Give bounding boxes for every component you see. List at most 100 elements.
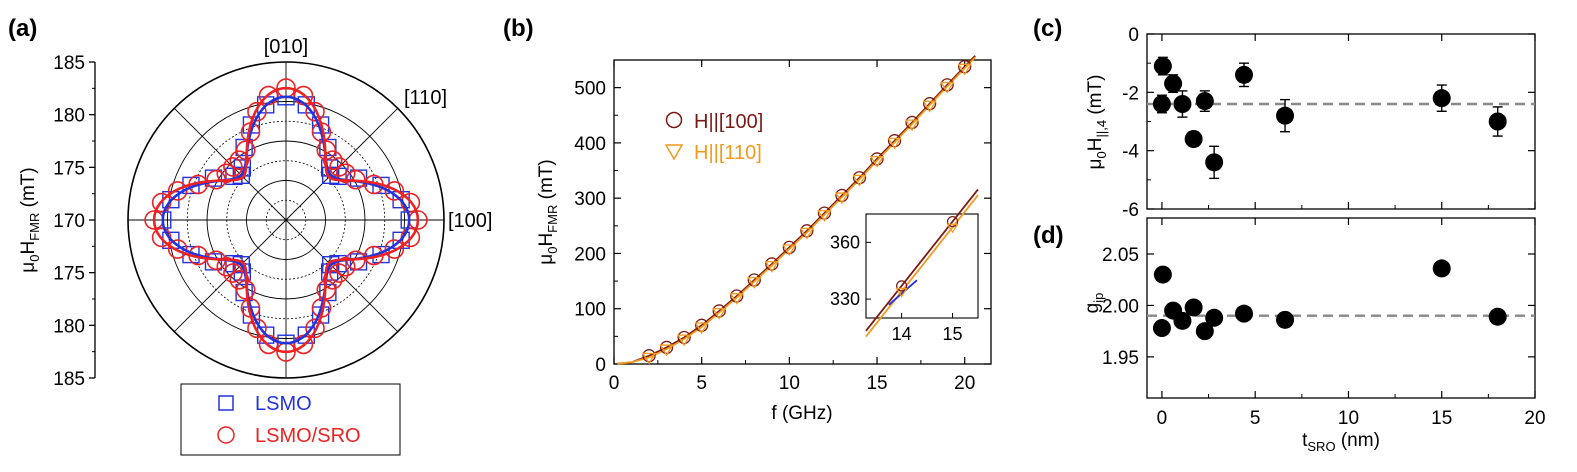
xlabel-d: tSRO (nm) (1302, 430, 1380, 454)
panel-label-c: (c) (1033, 15, 1062, 42)
lsmo-sro-point (329, 157, 349, 177)
ylabel-b: μ0HFMR (mT) (536, 159, 560, 264)
data-points-b (641, 59, 972, 365)
inset-line-h100 (865, 188, 979, 332)
polar-ylabel-h: H (18, 241, 39, 255)
polar-ylabel-sub0: 0 (27, 255, 42, 262)
legend-box (180, 383, 401, 456)
lsmo-sro-point (322, 269, 343, 290)
point-h100 (765, 257, 779, 271)
ylabel-c-sub: ||,4 (1094, 120, 1109, 138)
legend-label-h110: H||[110] (694, 142, 762, 164)
point-h100 (852, 171, 867, 185)
x-tick-label-b: 5 (696, 373, 707, 394)
data-point (1153, 57, 1172, 76)
data-point (1173, 311, 1192, 330)
polar-axis-tick-label: 175 (53, 158, 85, 179)
lsmo-sro-point (384, 181, 405, 201)
point-h110 (869, 155, 885, 168)
data-point (1184, 298, 1203, 317)
y-tick-label-b: 200 (574, 244, 606, 265)
direction-label-110: [110] (404, 87, 447, 109)
legend-marker-lsmo-sro (217, 426, 235, 444)
y-tick-label-b: 400 (574, 134, 606, 155)
lsmo-sro-point (167, 181, 188, 201)
lsmo-sro-point (229, 150, 250, 171)
polar-axis-tick-label: 180 (53, 106, 85, 127)
inset-point-h110 (946, 223, 959, 234)
x-tick-label-b: 20 (954, 373, 975, 394)
inset-line-h110 (865, 194, 979, 338)
data-point (1488, 112, 1507, 131)
lsmo-sro-point (223, 157, 243, 177)
data-point (1195, 92, 1214, 111)
lsmo-sro-point (247, 101, 267, 122)
point-h110 (712, 307, 727, 320)
x-tick-label: 10 (1338, 408, 1359, 429)
plot-frame-b (613, 59, 992, 365)
point-h110 (747, 276, 762, 289)
point-h110 (922, 100, 937, 113)
data-points-d (1147, 259, 1535, 341)
y-tick-label-b: 500 (574, 79, 606, 100)
point-h110 (834, 192, 850, 205)
point-h100 (940, 78, 954, 92)
fit-curves-b (617, 55, 976, 365)
xlabel-b: f (GHz) (771, 403, 832, 424)
lsmo-sro-point (247, 318, 267, 339)
polar-axis-tick-label: 185 (53, 53, 85, 74)
lsmo-sro-point (335, 163, 356, 184)
fit-curve-h100 (617, 55, 976, 365)
polar-axis-tick-label: 175 (53, 264, 85, 285)
polar-spoke (285, 219, 399, 333)
lsmo-sro-point (216, 163, 237, 184)
y-tick-label-b: 100 (574, 300, 606, 321)
point-h100 (659, 340, 674, 355)
point-h110 (799, 227, 815, 240)
point-h110 (940, 81, 955, 94)
point-h110 (676, 334, 692, 347)
lsmo-sro-point (167, 239, 188, 259)
point-h100 (677, 330, 691, 345)
legend-marker-h100 (665, 111, 683, 129)
point-h100 (922, 97, 937, 111)
data-point (1195, 322, 1214, 341)
data-point (1153, 265, 1172, 284)
legend-b: H||[100] H||[110] (664, 111, 763, 164)
point-h100 (747, 273, 761, 287)
lsmo-sro-point (223, 263, 243, 283)
lsmo-sro-point (329, 263, 349, 283)
y-tick-label: 1.95 (1102, 348, 1139, 369)
ylabel-d: gip (1082, 293, 1106, 314)
inset-point-h100 (896, 280, 908, 292)
point-h110 (659, 344, 674, 357)
polar-spoke (285, 107, 399, 221)
lsmo-sro-fit-curve (152, 86, 420, 354)
point-h100 (870, 152, 884, 166)
legend-marker-lsmo (218, 395, 234, 411)
fit-curve-h110 (617, 56, 976, 365)
chart-d: 0 5 10 15 20 2.05 2.00 1.95 gip tSRO (nm) (1082, 217, 1546, 454)
point-h110 (852, 174, 867, 187)
polar-spoke (173, 107, 287, 221)
ylabel-c-sub0: 0 (1094, 151, 1109, 158)
panel-label-d: (d) (1033, 222, 1064, 249)
plot-frame-d (1146, 217, 1536, 399)
point-h110 (887, 137, 902, 150)
point-h100 (905, 115, 919, 130)
legend-label-lsmo-sro: LSMO/SRO (255, 425, 361, 447)
point-h100 (712, 304, 726, 318)
xlabel-d-sub: SRO (1307, 439, 1335, 454)
data-point (1235, 304, 1253, 323)
data-point (1432, 89, 1451, 108)
data-point (1164, 74, 1183, 93)
point-h110 (641, 352, 657, 365)
plot-frame-c (1146, 33, 1536, 210)
chart-c: 0 -2 -4 -6 μ0H||,4 (mT) (1085, 25, 1536, 221)
point-h110 (764, 260, 779, 273)
inset-content: 14 15 330 360 (830, 188, 979, 344)
ylabel-b-unit: (mT) (536, 159, 557, 204)
polar-ylabel-sub: FMR (27, 213, 42, 241)
